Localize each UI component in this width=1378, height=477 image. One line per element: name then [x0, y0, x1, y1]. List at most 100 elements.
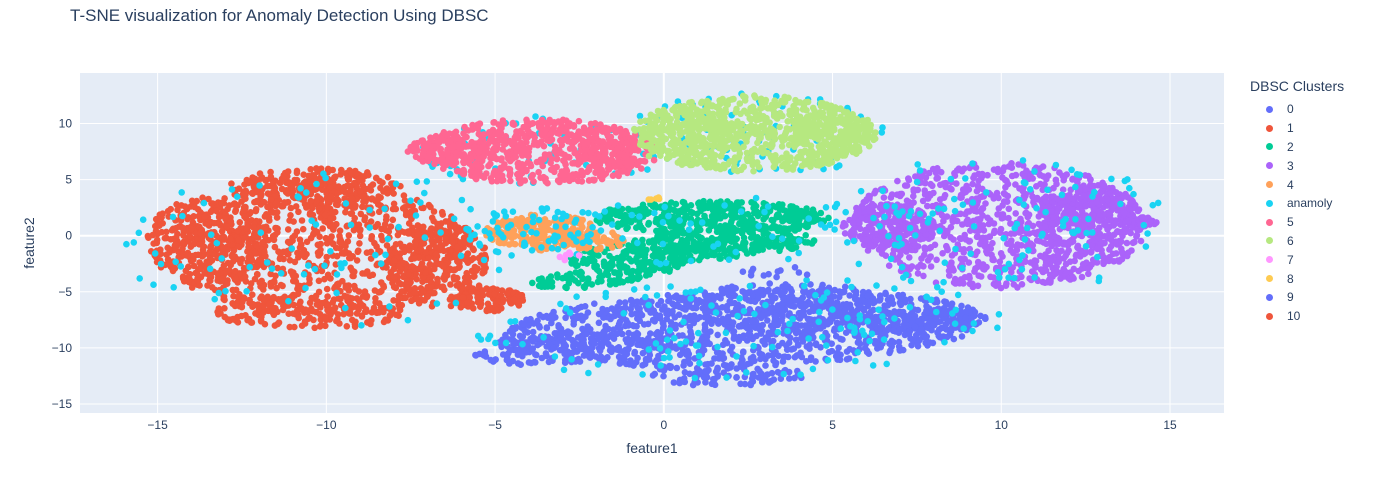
data-point: [811, 326, 819, 333]
data-point: [923, 302, 930, 310]
data-point: [715, 349, 723, 357]
data-point: [321, 211, 329, 219]
data-point: [414, 231, 422, 238]
data-point: [402, 294, 409, 302]
data-point: [548, 311, 556, 319]
data-point: [579, 274, 586, 282]
data-point: [348, 195, 356, 202]
data-point: [836, 303, 844, 311]
data-point: [586, 353, 593, 360]
data-point: [194, 271, 202, 279]
data-point: [708, 320, 715, 328]
data-point: [686, 360, 694, 368]
data-point: [330, 226, 337, 233]
data-point: [684, 347, 691, 355]
data-point: [481, 350, 489, 357]
data-point: [770, 357, 777, 365]
data-point: [856, 340, 864, 348]
data-point: [664, 291, 672, 299]
data-point: [592, 353, 600, 360]
data-point: [772, 241, 780, 249]
data-point: [403, 278, 411, 285]
data-point: [760, 216, 767, 223]
data-point: [232, 275, 240, 282]
data-point: [338, 166, 345, 174]
data-point: [408, 263, 416, 270]
data-point: [794, 327, 802, 335]
data-point: [194, 277, 202, 285]
data-point: [824, 320, 831, 328]
data-point: [929, 321, 937, 329]
data-point: [926, 339, 934, 346]
data-point: [542, 350, 550, 357]
data-point: [327, 235, 334, 243]
data-point: [628, 257, 635, 265]
data-point: [584, 309, 592, 316]
data-point: [382, 216, 390, 224]
data-point: [545, 340, 553, 348]
data-point: [750, 373, 757, 380]
data-point: [719, 290, 726, 297]
data-point: [355, 175, 363, 183]
data-point: [680, 362, 687, 369]
data-point: [529, 338, 537, 345]
data-point: [405, 270, 413, 278]
data-point: [400, 192, 408, 199]
data-point: [616, 318, 624, 326]
data-point: [936, 332, 943, 340]
data-point: [908, 341, 915, 349]
data-point: [629, 247, 637, 255]
data-point: [642, 355, 650, 363]
data-point: [676, 376, 684, 384]
data-point: [377, 184, 384, 192]
data-point: [555, 322, 562, 329]
data-point: [790, 303, 798, 310]
data-point: [754, 212, 762, 220]
data-point: [634, 275, 642, 283]
data-point: [759, 321, 766, 329]
data-point: [703, 331, 711, 339]
data-point: [518, 334, 526, 341]
data-point: [660, 372, 667, 380]
data-point: [836, 288, 843, 295]
data-point: [674, 301, 681, 308]
data-point: [580, 283, 588, 291]
data-point: [493, 306, 500, 314]
data-point: [392, 241, 400, 248]
data-point: [323, 253, 331, 261]
data-point: [323, 285, 331, 293]
data-point: [616, 264, 624, 271]
data-point: [581, 303, 589, 310]
data-point: [751, 298, 759, 306]
data-point: [340, 250, 348, 257]
data-point: [322, 315, 329, 322]
data-point: [647, 266, 654, 274]
data-point: [355, 221, 363, 228]
data-point: [329, 299, 337, 306]
data-point: [618, 221, 625, 228]
data-point: [344, 176, 352, 183]
data-point: [454, 227, 462, 235]
data-point: [962, 308, 970, 316]
data-point: [299, 225, 307, 233]
data-point: [724, 287, 732, 295]
data-point: [284, 226, 292, 233]
data-point: [548, 319, 555, 327]
data-point: [298, 250, 306, 257]
data-point: [680, 199, 688, 206]
data-point: [329, 166, 337, 174]
data-point: [689, 381, 697, 389]
data-point: [778, 310, 786, 318]
data-point: [861, 344, 869, 352]
data-point: [683, 212, 690, 220]
data-point: [613, 345, 621, 352]
data-point: [356, 227, 364, 235]
data-point: [278, 185, 286, 193]
data-point: [620, 249, 628, 256]
data-point: [536, 324, 543, 331]
data-point: [178, 202, 185, 209]
data-point: [251, 249, 259, 256]
data-point: [800, 288, 807, 295]
data-point: [249, 301, 257, 308]
